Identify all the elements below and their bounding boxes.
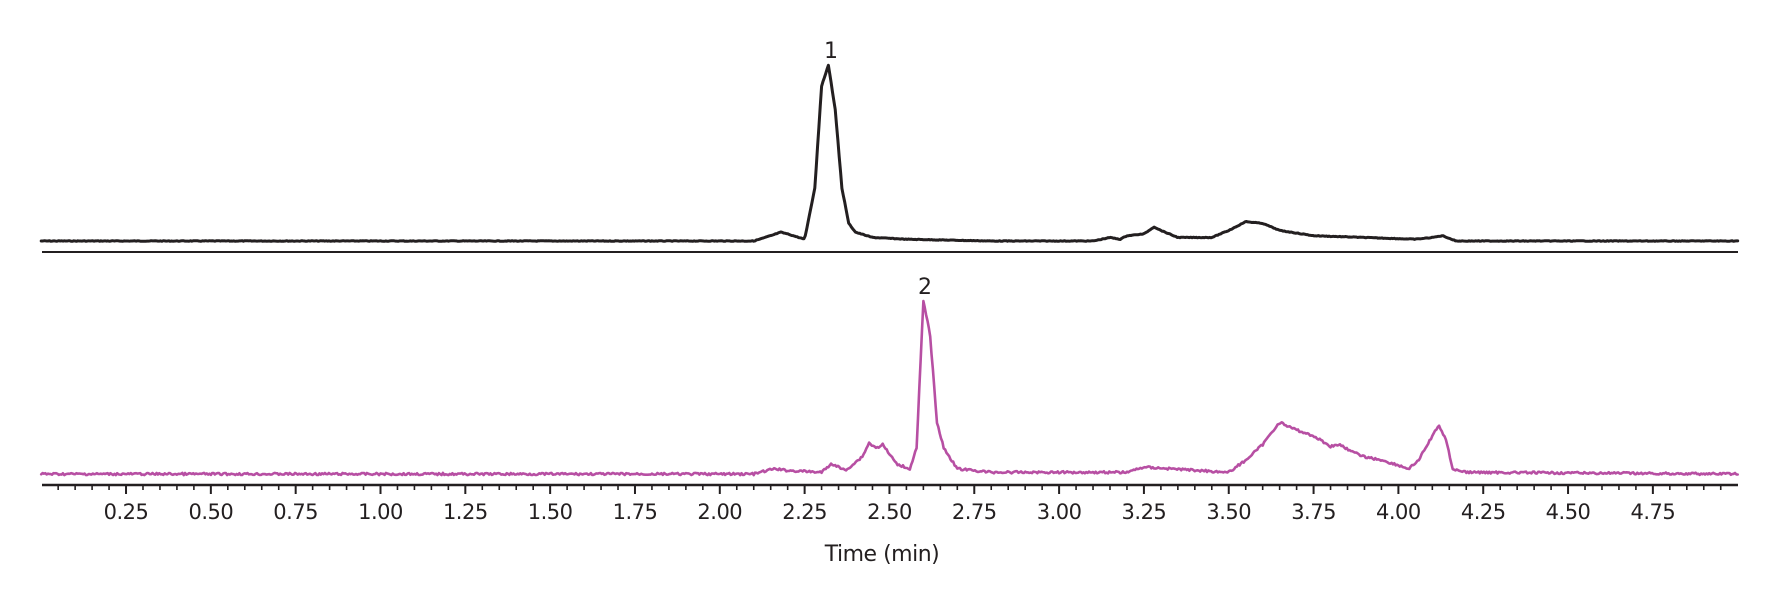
x-axis-ticks — [57, 485, 1722, 494]
trace-2-line — [39, 299, 1739, 477]
peak-1-label: 1 — [824, 39, 838, 64]
x-tick-label: 1.25 — [443, 500, 488, 524]
x-tick-label: 0.25 — [104, 500, 149, 524]
x-tick-label: 2.00 — [697, 500, 742, 524]
x-tick-label: 2.75 — [952, 500, 997, 524]
x-tick-label: 3.25 — [1122, 500, 1167, 524]
x-tick-label: 3.75 — [1291, 500, 1336, 524]
x-tick-label: 1.50 — [528, 500, 573, 524]
peak-2-label: 2 — [918, 275, 932, 300]
x-tick-label: 3.50 — [1206, 500, 1251, 524]
x-tick-label: 4.75 — [1630, 500, 1675, 524]
x-tick-label: 4.50 — [1546, 500, 1591, 524]
x-tick-label: 4.25 — [1461, 500, 1506, 524]
x-tick-label: 0.50 — [188, 500, 233, 524]
x-tick-label: 2.50 — [867, 500, 912, 524]
trace-1-line — [39, 63, 1740, 243]
x-tick-label: 0.75 — [273, 500, 318, 524]
x-tick-label: 4.00 — [1376, 500, 1421, 524]
x-tick-label: 3.00 — [1037, 500, 1082, 524]
x-axis-title: Time (min) — [824, 542, 940, 567]
x-tick-label: 1.75 — [613, 500, 658, 524]
x-axis-tick-labels: 0.25 0.50 0.75 1.00 1.25 1.50 1.75 2.00 2.25 2.50… — [104, 500, 1676, 524]
x-tick-label: 2.25 — [782, 500, 827, 524]
x-tick-label: 1.00 — [358, 500, 403, 524]
